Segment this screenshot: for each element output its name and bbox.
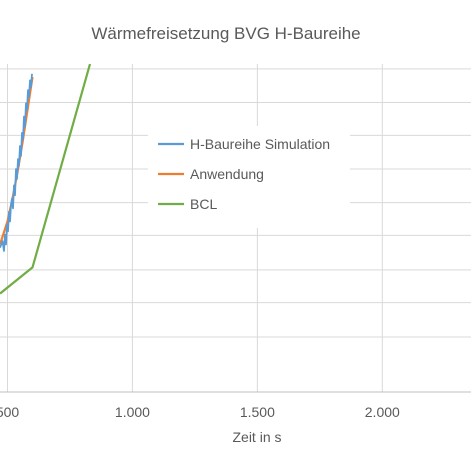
chart-title: Wärmefreisetzung BVG H-Baureihe	[91, 24, 360, 43]
x-tick-labels: 500 1.000 1.500 2.000	[0, 404, 400, 420]
series-line-bcl	[0, 64, 92, 295]
x-tick-label: 2.000	[365, 404, 400, 420]
x-tick-label: 1.500	[240, 404, 275, 420]
x-tick-label: 1.000	[115, 404, 150, 420]
legend: H-Baureihe Simulation Anwendung BCL	[148, 126, 350, 228]
series-lines	[0, 64, 92, 295]
x-tick-label: 500	[0, 404, 19, 420]
legend-label: Anwendung	[190, 166, 264, 182]
series-line-h-baureihe-simulation	[0, 73, 33, 252]
x-axis-label: Zeit in s	[232, 429, 281, 445]
legend-label: H-Baureihe Simulation	[190, 136, 330, 152]
legend-label: BCL	[190, 196, 217, 212]
